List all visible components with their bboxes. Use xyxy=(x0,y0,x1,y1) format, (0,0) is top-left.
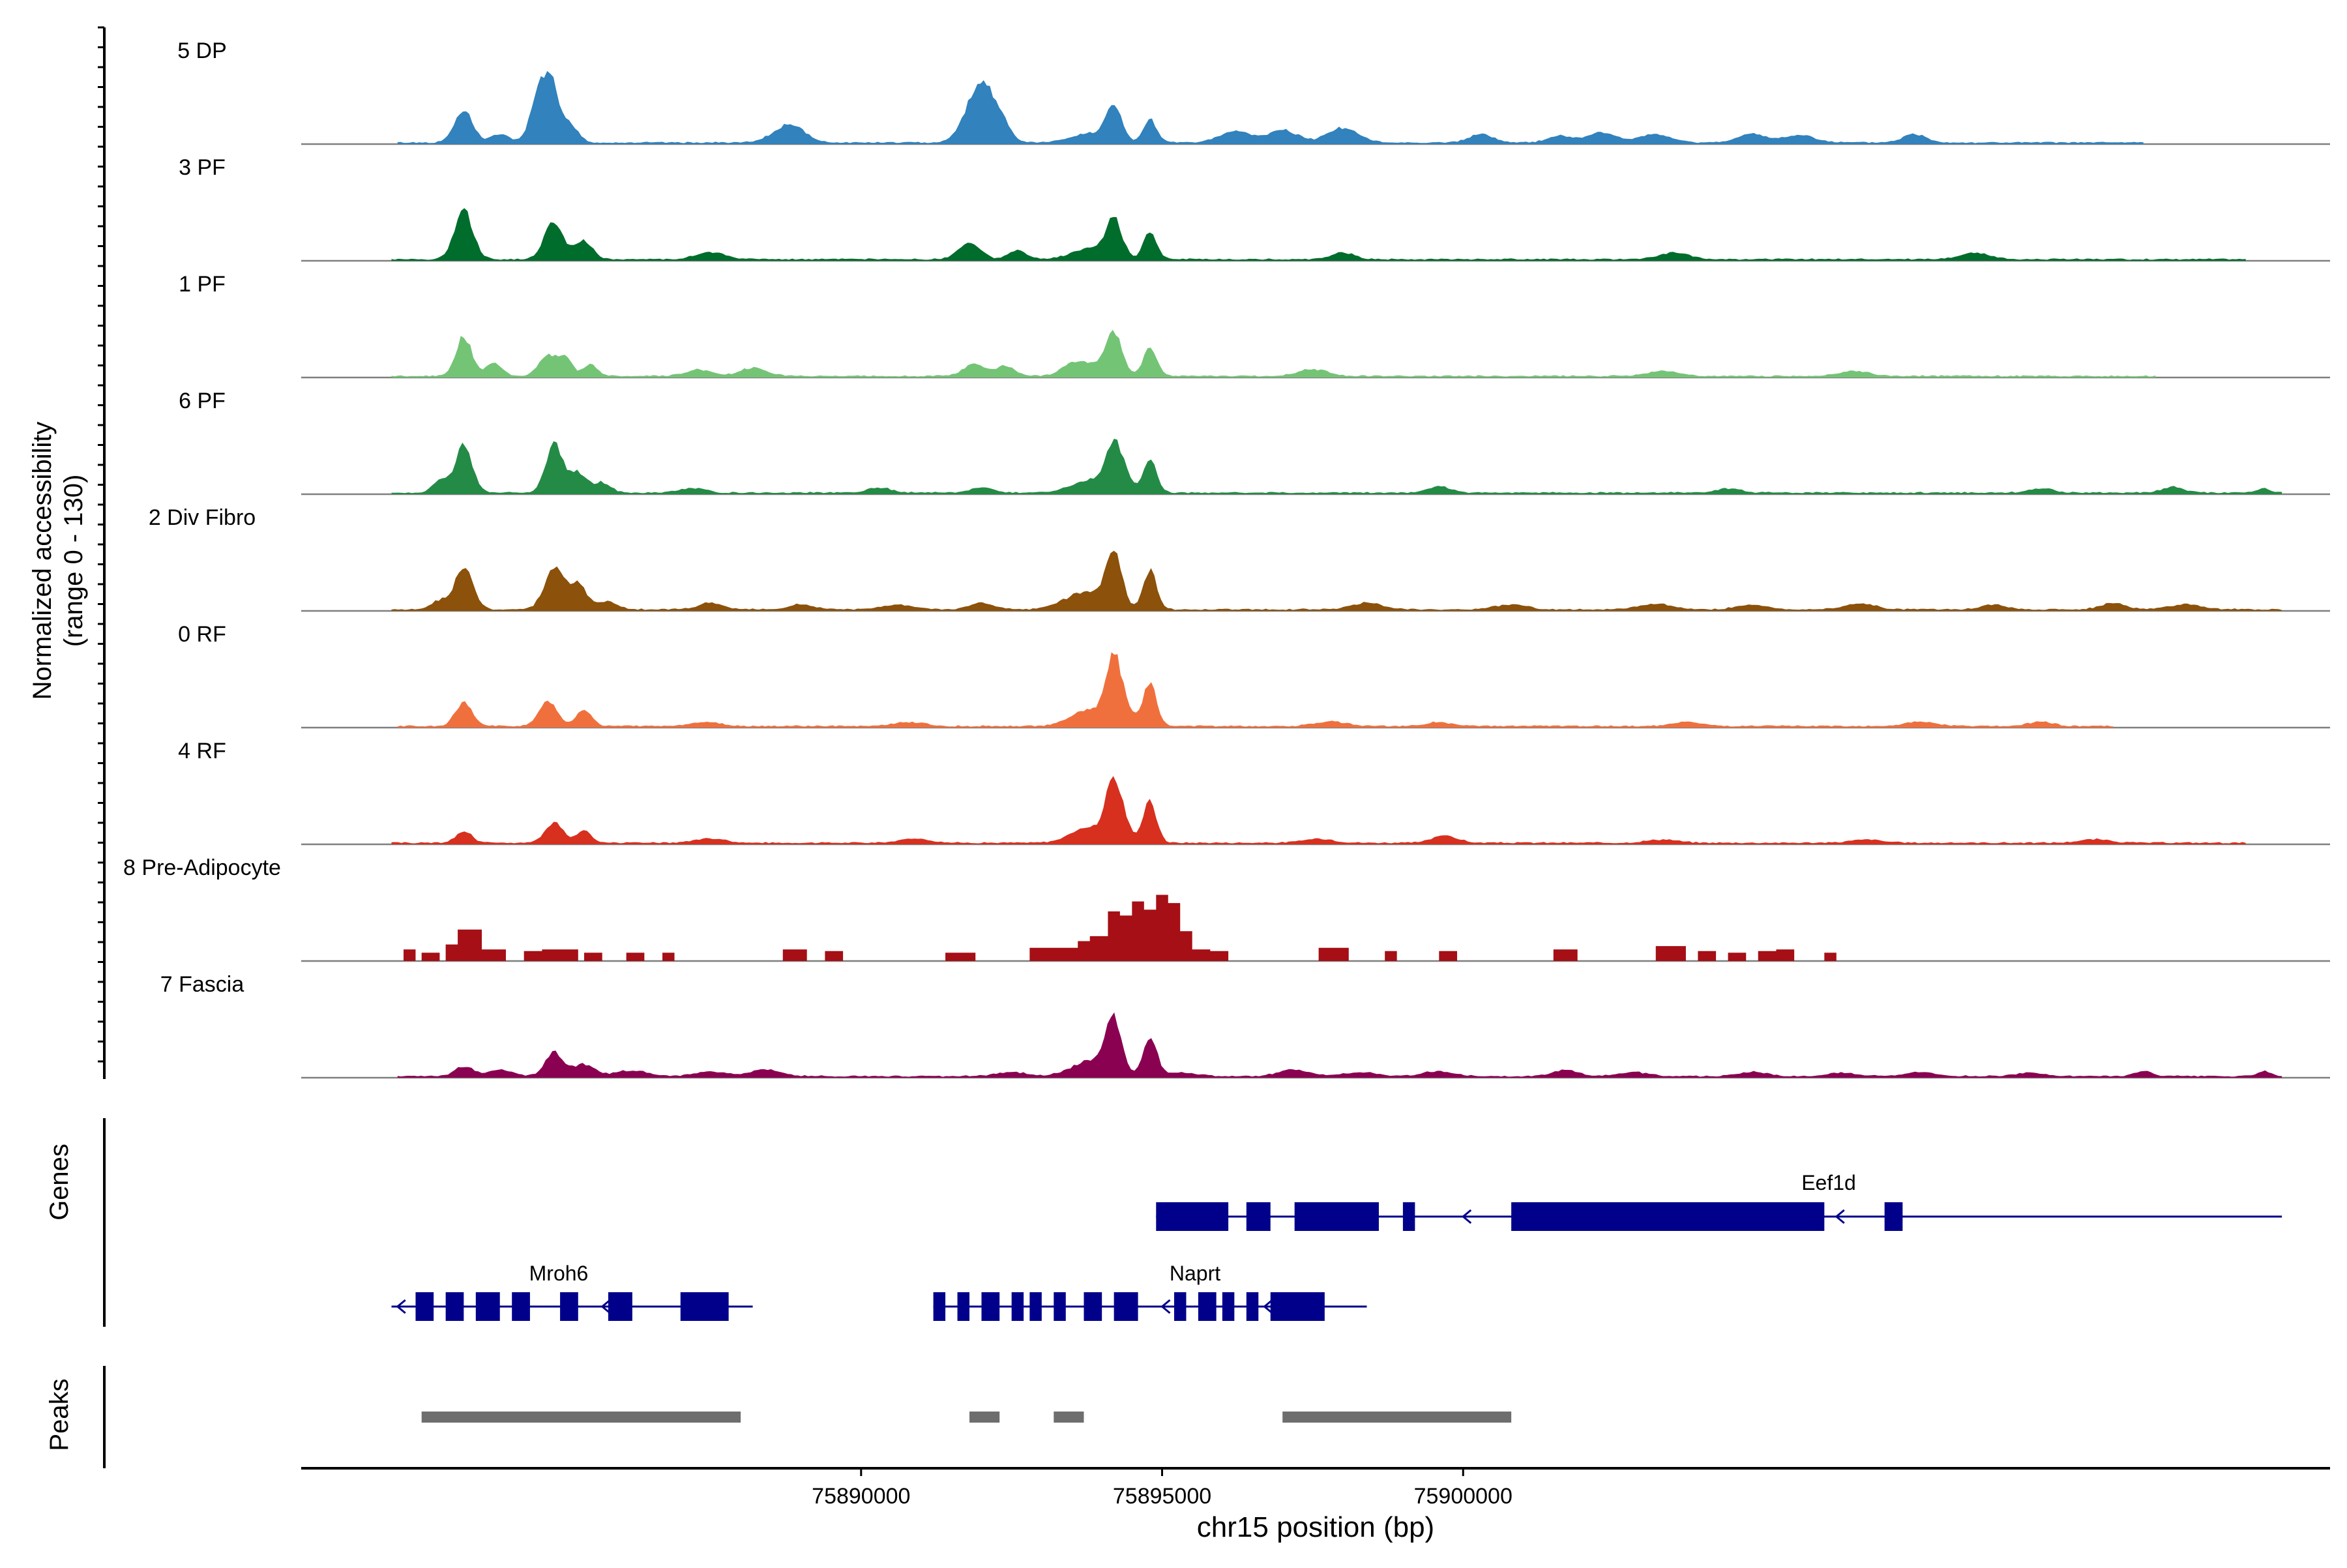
gene-exon xyxy=(1084,1292,1102,1321)
gene-naprt: Naprt xyxy=(933,1262,1367,1321)
y-axis-label-line1: Normalized accessibility xyxy=(28,422,57,700)
peak-region xyxy=(1282,1412,1512,1423)
gene-strand-arrow xyxy=(600,1299,611,1314)
x-axis-label: chr15 position (bp) xyxy=(1197,1511,1434,1543)
gene-exon xyxy=(1270,1292,1325,1321)
gene-exon xyxy=(512,1292,530,1321)
gene-exon xyxy=(1402,1202,1415,1231)
x-tick-label: 75890000 xyxy=(812,1484,910,1509)
peak-regions xyxy=(421,1412,1512,1423)
gene-exon xyxy=(1246,1292,1259,1321)
gene-exon xyxy=(1054,1292,1066,1321)
gene-label: Naprt xyxy=(1170,1262,1220,1285)
track-2-div-fibro: 2 Div Fibro xyxy=(149,505,2330,612)
gene-eef1d: Eef1d xyxy=(1156,1171,2282,1231)
gene-strand-arrow xyxy=(1160,1299,1171,1314)
track-7-fascia: 7 Fascia xyxy=(160,972,2330,1079)
coverage-area xyxy=(391,550,2282,611)
gene-exon xyxy=(933,1292,946,1321)
track-1-pf: 1 PF xyxy=(179,272,2330,379)
track-8-pre-adipocyte: 8 Pre-Adipocyte xyxy=(123,855,2330,962)
track-label: 3 PF xyxy=(179,155,226,180)
peak-region xyxy=(1054,1412,1084,1423)
gene-exon xyxy=(445,1292,464,1321)
coverage-tracks: 5 DP 3 PF 1 PF 6 PF 2 Div Fibro 0 RF 4 RF 8 Pre… xyxy=(123,38,2330,1079)
gene-strand-arrow xyxy=(1835,1209,1845,1224)
gene-label: Mroh6 xyxy=(529,1262,589,1285)
track-label: 1 PF xyxy=(179,272,226,297)
track-label: 0 RF xyxy=(178,622,226,647)
coverage-area xyxy=(397,895,1981,961)
gene-strand-arrow xyxy=(1263,1299,1273,1314)
track-label: 6 PF xyxy=(179,389,226,413)
y-axis-label: Normalized accessibility (range 0 - 130) xyxy=(28,422,88,700)
gene-strand-arrow xyxy=(516,1299,527,1314)
gene-exon xyxy=(1884,1202,1903,1231)
gene-exon xyxy=(1029,1292,1042,1321)
gene-exon xyxy=(475,1292,500,1321)
x-axis-ticks: 75890000 75895000 75900000 xyxy=(812,1468,1513,1509)
coverage-area xyxy=(391,208,2246,261)
gene-mroh6: Mroh6 xyxy=(391,1262,753,1321)
gene-exon xyxy=(1011,1292,1024,1321)
x-tick-label: 75900000 xyxy=(1414,1484,1513,1509)
gene-label: Eef1d xyxy=(1801,1171,1856,1194)
gene-exon xyxy=(415,1292,434,1321)
track-label: 5 DP xyxy=(177,38,227,63)
y-axis-label-line2: (range 0 - 130) xyxy=(59,475,88,647)
peaks-axis-label: Peaks xyxy=(45,1378,74,1451)
track-label: 4 RF xyxy=(178,739,226,763)
gene-exon xyxy=(1511,1202,1825,1231)
track-5-dp: 5 DP xyxy=(177,38,2330,145)
gene-exon xyxy=(1198,1292,1217,1321)
genes-axis-label: Genes xyxy=(45,1144,74,1220)
gene-exon xyxy=(680,1292,729,1321)
gene-exon xyxy=(1156,1202,1229,1231)
x-tick-label: 75895000 xyxy=(1113,1484,1211,1509)
gene-exon xyxy=(560,1292,578,1321)
coverage-area xyxy=(397,70,2144,144)
coverage-area xyxy=(391,776,2246,844)
gene-exon xyxy=(1294,1202,1379,1231)
track-6-pf: 6 PF xyxy=(179,389,2330,496)
peak-region xyxy=(421,1412,741,1423)
gene-strand-arrow xyxy=(396,1299,406,1314)
coverage-area xyxy=(397,1012,2282,1078)
track-0-rf: 0 RF xyxy=(178,622,2330,729)
track-4-rf: 4 RF xyxy=(178,739,2330,846)
gene-exon xyxy=(957,1292,970,1321)
track-label: 2 Div Fibro xyxy=(149,505,256,530)
coverage-area xyxy=(391,439,2282,494)
gene-exon xyxy=(1114,1292,1138,1321)
gene-exon xyxy=(1174,1292,1187,1321)
gene-exon xyxy=(608,1292,632,1321)
gene-strand-arrow xyxy=(1461,1209,1472,1224)
track-label: 7 Fascia xyxy=(160,972,244,997)
gene-exon xyxy=(1246,1202,1271,1231)
peak-region xyxy=(969,1412,1000,1423)
y-axis-ticks xyxy=(98,26,104,1063)
gene-exon xyxy=(981,1292,1000,1321)
coverage-area xyxy=(397,652,2114,728)
track-3-pf: 3 PF xyxy=(179,155,2330,262)
gene-exon xyxy=(1222,1292,1235,1321)
track-label: 8 Pre-Adipocyte xyxy=(123,855,281,880)
coverage-area xyxy=(391,329,2156,377)
gene-annotations: Eef1d Mroh6 Naprt xyxy=(391,1171,2282,1321)
